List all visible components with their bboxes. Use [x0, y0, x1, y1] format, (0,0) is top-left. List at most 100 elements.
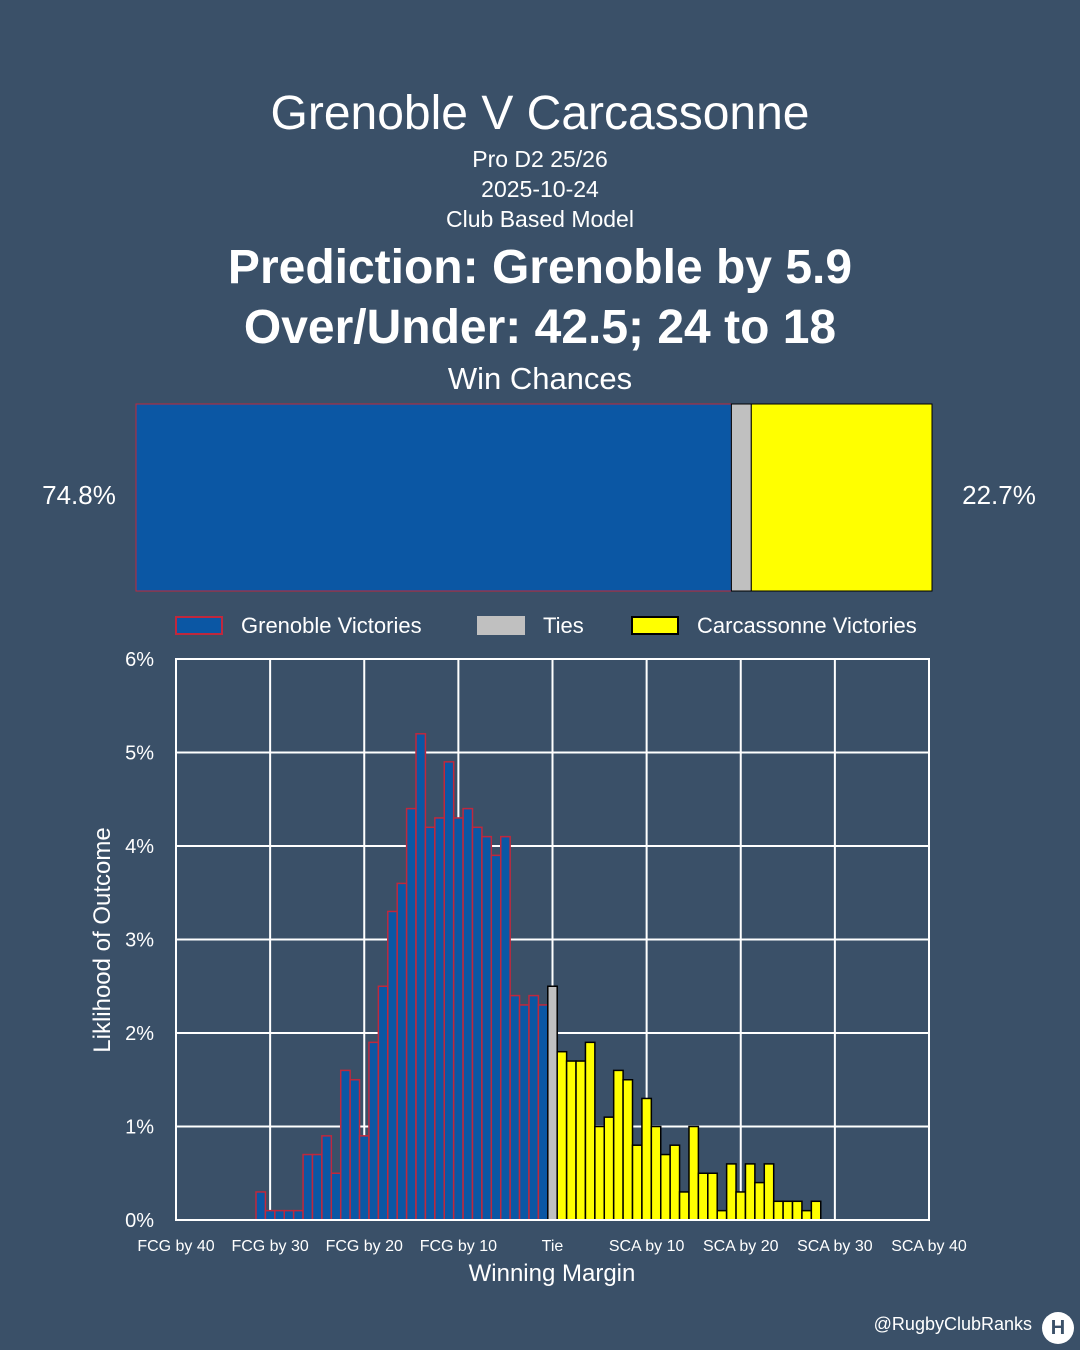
y-tick-label: 4%	[125, 836, 154, 858]
histogram-bar	[565, 1060, 577, 1221]
histogram-bar	[810, 1200, 822, 1221]
legend-swatch-away	[631, 616, 679, 635]
histogram-bar	[584, 1041, 596, 1221]
histogram-bar	[358, 1135, 370, 1221]
y-tick-label: 2%	[125, 1023, 154, 1045]
over-under-headline: Over/Under: 42.5; 24 to 18	[243, 301, 837, 354]
histogram-bar	[791, 1200, 803, 1221]
y-axis-label: Liklihood of Outcome	[89, 827, 116, 1052]
x-tick-label: FCG by 10	[420, 1238, 497, 1255]
histogram-bar	[405, 807, 417, 1221]
histogram-bar	[801, 1209, 813, 1221]
histogram-bar	[688, 1125, 700, 1221]
histogram-bar	[735, 1191, 747, 1221]
histogram-bar	[481, 835, 493, 1221]
x-tick-label: FCG by 20	[326, 1238, 403, 1255]
histogram-bar	[443, 761, 455, 1221]
histogram-bar	[725, 1163, 737, 1221]
histogram-bar	[415, 733, 427, 1221]
brand-logo-icon: H	[1042, 1312, 1074, 1344]
histogram-bar	[528, 994, 540, 1221]
legend: Grenoble Victories Ties Carcassonne Vict…	[175, 613, 917, 638]
histogram-bar	[697, 1172, 709, 1221]
histogram-bar	[650, 1125, 662, 1221]
y-tick-label: 3%	[125, 930, 154, 952]
histogram-bar	[547, 985, 558, 1221]
win-bar-away	[750, 403, 933, 592]
x-tick-label: Tie	[542, 1238, 564, 1255]
histogram-bar	[575, 1060, 587, 1221]
histogram-bars	[255, 733, 822, 1221]
histogram-bar	[424, 826, 436, 1221]
histogram-bar	[387, 910, 398, 1221]
away-win-percentage: 22.7%	[962, 480, 1036, 510]
histogram-bar	[321, 1135, 333, 1221]
histogram-bar	[509, 994, 521, 1221]
histogram-bar	[302, 1153, 314, 1221]
x-axis-label: Winning Margin	[469, 1260, 636, 1287]
histogram-bar	[462, 807, 474, 1221]
histogram-bar	[716, 1209, 728, 1221]
histogram-bar	[499, 835, 511, 1221]
histogram-bar	[274, 1209, 285, 1221]
histogram-bar	[678, 1191, 690, 1221]
histogram-bar	[594, 1125, 606, 1221]
histogram-bar	[396, 882, 408, 1221]
histogram-bar	[452, 817, 464, 1221]
y-tick-label: 1%	[125, 1117, 154, 1139]
chart-title: Grenoble V Carcassonne	[270, 87, 810, 140]
histogram-bar	[603, 1116, 615, 1221]
match-date: 2025-10-24	[481, 176, 599, 202]
histogram-bar	[631, 1144, 643, 1221]
histogram-bar	[339, 1069, 351, 1221]
histogram-bar	[669, 1144, 681, 1221]
prediction-headline: Prediction: Grenoble by 5.9	[227, 241, 853, 294]
histogram-bar	[772, 1200, 784, 1221]
legend-swatch-tie	[477, 616, 525, 635]
histogram-bar	[471, 826, 483, 1221]
histogram-bar	[311, 1153, 323, 1221]
histogram-bar	[490, 854, 502, 1221]
y-tick-label: 5%	[125, 743, 154, 765]
twitter-handle: @RugbyClubRanks	[873, 1314, 1032, 1334]
histogram-bar	[744, 1163, 756, 1221]
win-chances-label: Win Chances	[447, 361, 633, 396]
histogram-bar	[518, 1004, 530, 1221]
home-win-percentage: 74.8%	[42, 480, 116, 510]
histogram-bar	[349, 1079, 361, 1221]
histogram-bar	[556, 1050, 568, 1221]
x-tick-label: SCA by 30	[797, 1238, 873, 1255]
x-tick-label: FCG by 30	[231, 1238, 308, 1255]
histogram-bar	[377, 985, 389, 1221]
histogram-bar	[641, 1097, 653, 1221]
histogram-bar	[330, 1172, 342, 1221]
plot-frame	[175, 658, 930, 1221]
histogram-bar	[612, 1069, 624, 1221]
y-tick-label: 0%	[125, 1210, 154, 1232]
histogram-bar	[283, 1209, 295, 1221]
y-tick-label: 6%	[125, 649, 154, 671]
model-label: Club Based Model	[446, 206, 634, 232]
x-axis-ticks: FCG by 40 FCG by 30 FCG by 20 FCG by 10 Tie S…	[137, 1238, 967, 1255]
histogram-bar	[537, 1004, 549, 1221]
histogram-bar	[763, 1163, 775, 1221]
legend-label-home: Grenoble Victories	[241, 613, 422, 638]
x-tick-label: SCA by 20	[703, 1238, 779, 1255]
y-axis-ticks: 0% 1% 2% 3% 4% 5% 6%	[125, 649, 154, 1232]
histogram-bar	[782, 1200, 794, 1221]
win-bar-home	[135, 403, 732, 592]
win-chances-bar	[135, 403, 933, 592]
histogram-bar	[368, 1041, 380, 1221]
x-tick-label: SCA by 40	[891, 1238, 967, 1255]
histogram-bar	[292, 1209, 304, 1221]
histogram-bar	[707, 1172, 718, 1221]
histogram-bar	[622, 1079, 634, 1221]
x-tick-label: FCG by 40	[137, 1238, 214, 1255]
x-tick-label: SCA by 10	[609, 1238, 685, 1255]
league-label: Pro D2 25/26	[472, 146, 608, 172]
histogram-bar	[754, 1181, 766, 1221]
legend-swatch-home	[175, 616, 223, 635]
histogram-bar	[434, 817, 446, 1221]
histogram-bar	[264, 1209, 276, 1221]
histogram-bar	[659, 1153, 671, 1221]
